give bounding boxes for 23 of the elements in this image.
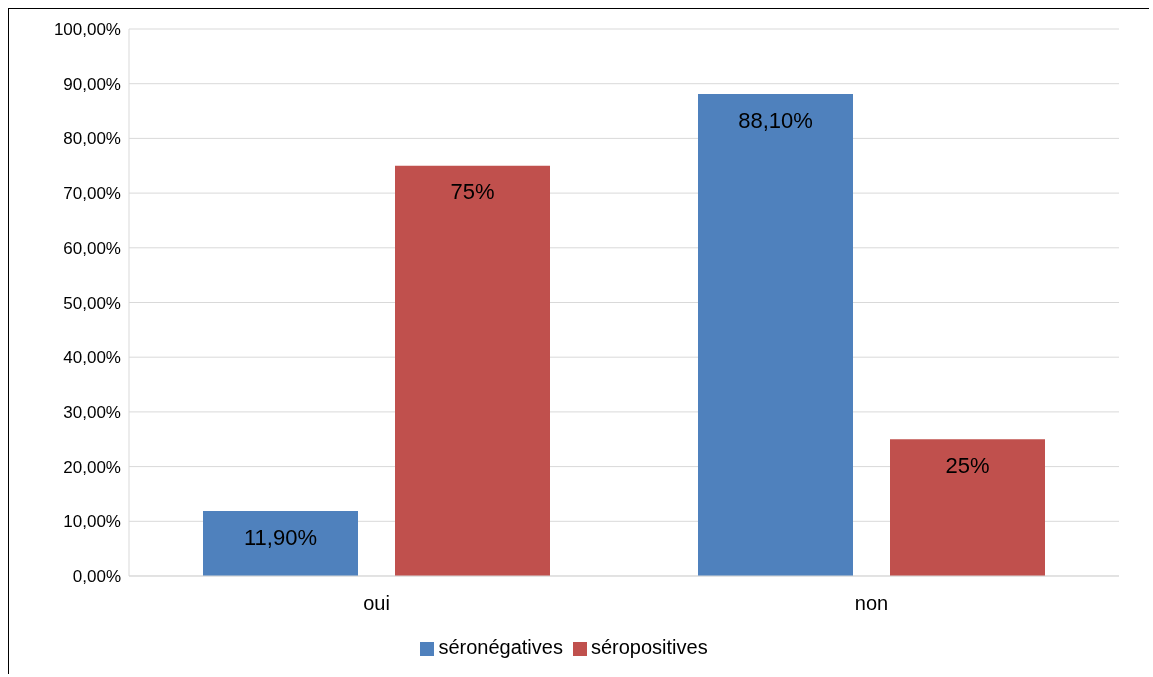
y-tick-label: 70,00% bbox=[63, 184, 121, 204]
data-label: 75% bbox=[450, 179, 495, 205]
data-label: 88,10% bbox=[738, 107, 813, 133]
bar bbox=[395, 165, 550, 576]
bar bbox=[203, 510, 358, 576]
data-label: 11,90% bbox=[244, 524, 317, 550]
x-tick-label: oui bbox=[363, 592, 390, 615]
y-tick-label: 80,00% bbox=[63, 129, 121, 149]
data-label: 25% bbox=[945, 452, 990, 478]
y-tick-label: 40,00% bbox=[63, 348, 121, 368]
y-tick-label: 60,00% bbox=[63, 238, 121, 258]
x-tick-label: non bbox=[854, 592, 889, 615]
bar bbox=[698, 94, 853, 576]
y-tick-label: 10,00% bbox=[63, 512, 121, 532]
y-tick-label: 0,00% bbox=[72, 567, 121, 587]
y-tick-label: 50,00% bbox=[63, 293, 121, 313]
legend-label: séronégatives bbox=[438, 636, 563, 658]
y-tick-label: 90,00% bbox=[63, 74, 121, 94]
legend-label: séropositives bbox=[590, 636, 708, 658]
y-tick-label: 100,00% bbox=[53, 20, 121, 40]
y-tick-label: 20,00% bbox=[63, 457, 121, 477]
bar bbox=[890, 439, 1045, 576]
y-tick-label: 30,00% bbox=[63, 402, 121, 422]
